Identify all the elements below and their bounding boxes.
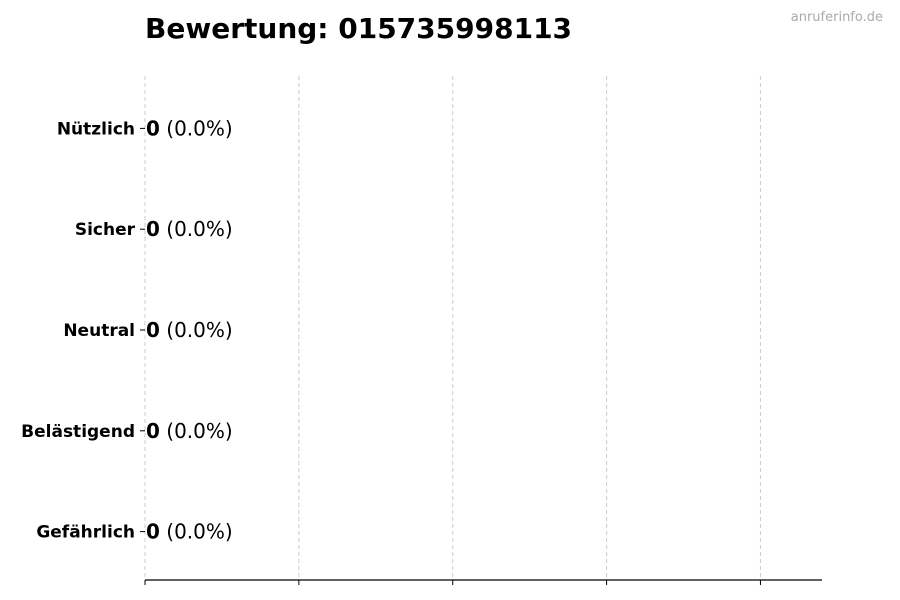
y-tick-label: Gefährlich (36, 523, 135, 543)
y-tick-label: Neutral (63, 321, 135, 341)
value-label: 0 (146, 217, 160, 241)
percent-label: (0.0%) (160, 318, 233, 342)
data-label: 0 (0.0%) (146, 217, 233, 241)
y-tick-label: Sicher (75, 220, 136, 240)
value-label: 0 (146, 520, 160, 544)
percent-label: (0.0%) (160, 520, 233, 544)
data-label: 0 (0.0%) (146, 520, 233, 544)
value-label: 0 (146, 318, 160, 342)
value-label: 0 (146, 116, 160, 140)
chart-title: Bewertung: 015735998113 (145, 12, 573, 45)
percent-label: (0.0%) (160, 116, 233, 140)
y-tick-label: Nützlich (57, 119, 135, 139)
data-label: 0 (0.0%) (146, 116, 233, 140)
data-label: 0 (0.0%) (146, 318, 233, 342)
y-tick-label: Belästigend (21, 422, 135, 442)
data-label: 0 (0.0%) (146, 419, 233, 443)
percent-label: (0.0%) (160, 419, 233, 443)
value-label: 0 (146, 419, 160, 443)
percent-label: (0.0%) (160, 217, 233, 241)
watermark: anruferinfo.de (790, 10, 883, 25)
